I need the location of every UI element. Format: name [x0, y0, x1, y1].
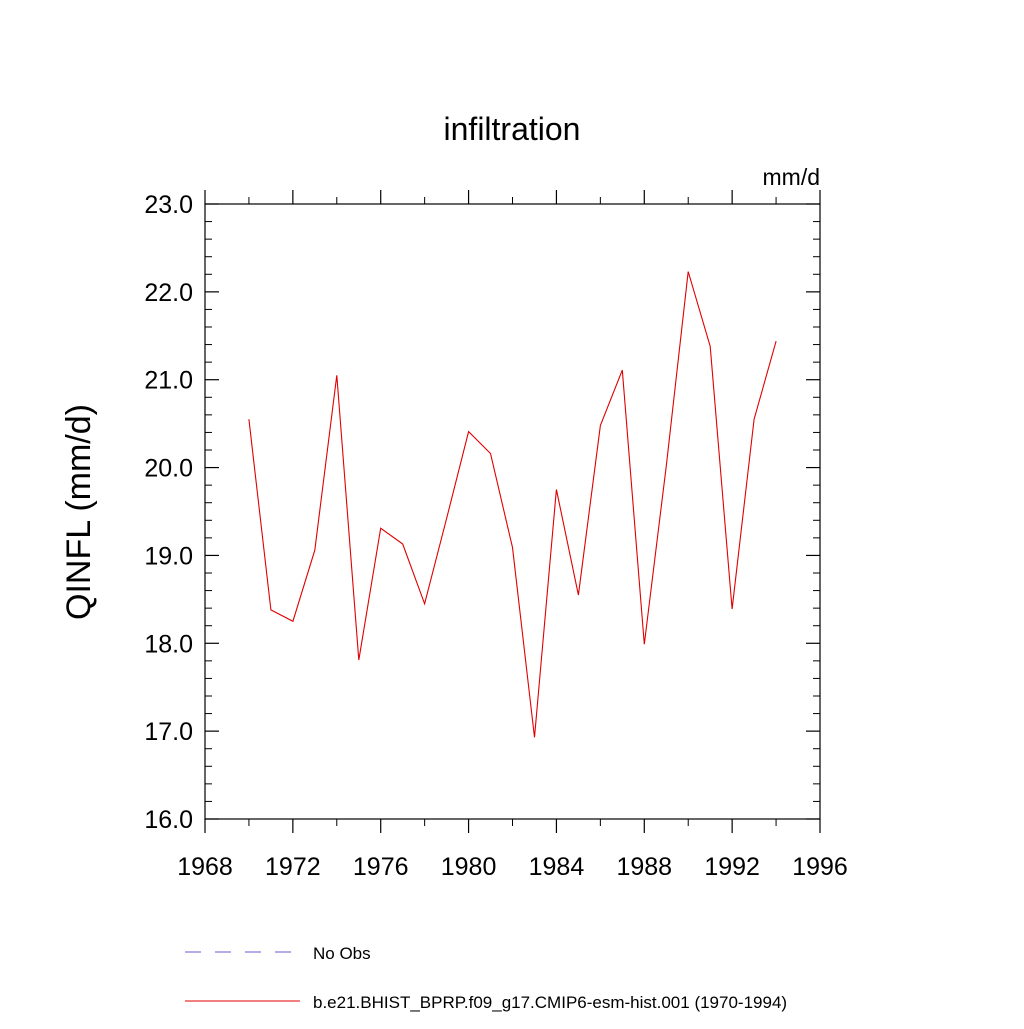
y-tick-label: 21.0 [144, 367, 193, 395]
x-tick-label: 1972 [265, 853, 321, 881]
data-series [248, 271, 777, 738]
x-tick-label: 1996 [792, 853, 848, 881]
y-tick-label: 16.0 [144, 806, 193, 834]
y-tick-label: 20.0 [144, 455, 193, 483]
x-tick-label: 1968 [177, 853, 233, 881]
y-tick-label: 23.0 [144, 191, 193, 219]
legend: No Obs b.e21.BHIST_BPRP.f09_g17.CMIP6-esm… [185, 944, 787, 1012]
legend-label: b.e21.BHIST_BPRP.f09_g17.CMIP6-esm-hist.… [313, 993, 787, 1012]
axis-tick-labels: 16.0 17.0 18.0 19.0 20.0 21.0 22.0 23.0 1968 1972… [144, 191, 847, 881]
chart-title: infiltration [444, 111, 581, 147]
x-tick-label: 1984 [529, 853, 585, 881]
x-tick-label: 1980 [441, 853, 497, 881]
units-label: mm/d [763, 164, 821, 190]
y-tick-label: 19.0 [144, 542, 193, 570]
plot-frame [204, 203, 821, 820]
y-tick-label: 17.0 [144, 718, 193, 746]
x-tick-label: 1992 [704, 853, 760, 881]
x-tick-label: 1976 [353, 853, 409, 881]
y-tick-label: 22.0 [144, 279, 193, 307]
y-tick-label: 18.0 [144, 630, 193, 658]
legend-label: No Obs [313, 944, 371, 963]
y-axis-title: QINFL (mm/d) [60, 404, 98, 620]
series-line [248, 271, 777, 738]
x-tick-label: 1988 [616, 853, 672, 881]
axis-ticks [204, 190, 821, 833]
